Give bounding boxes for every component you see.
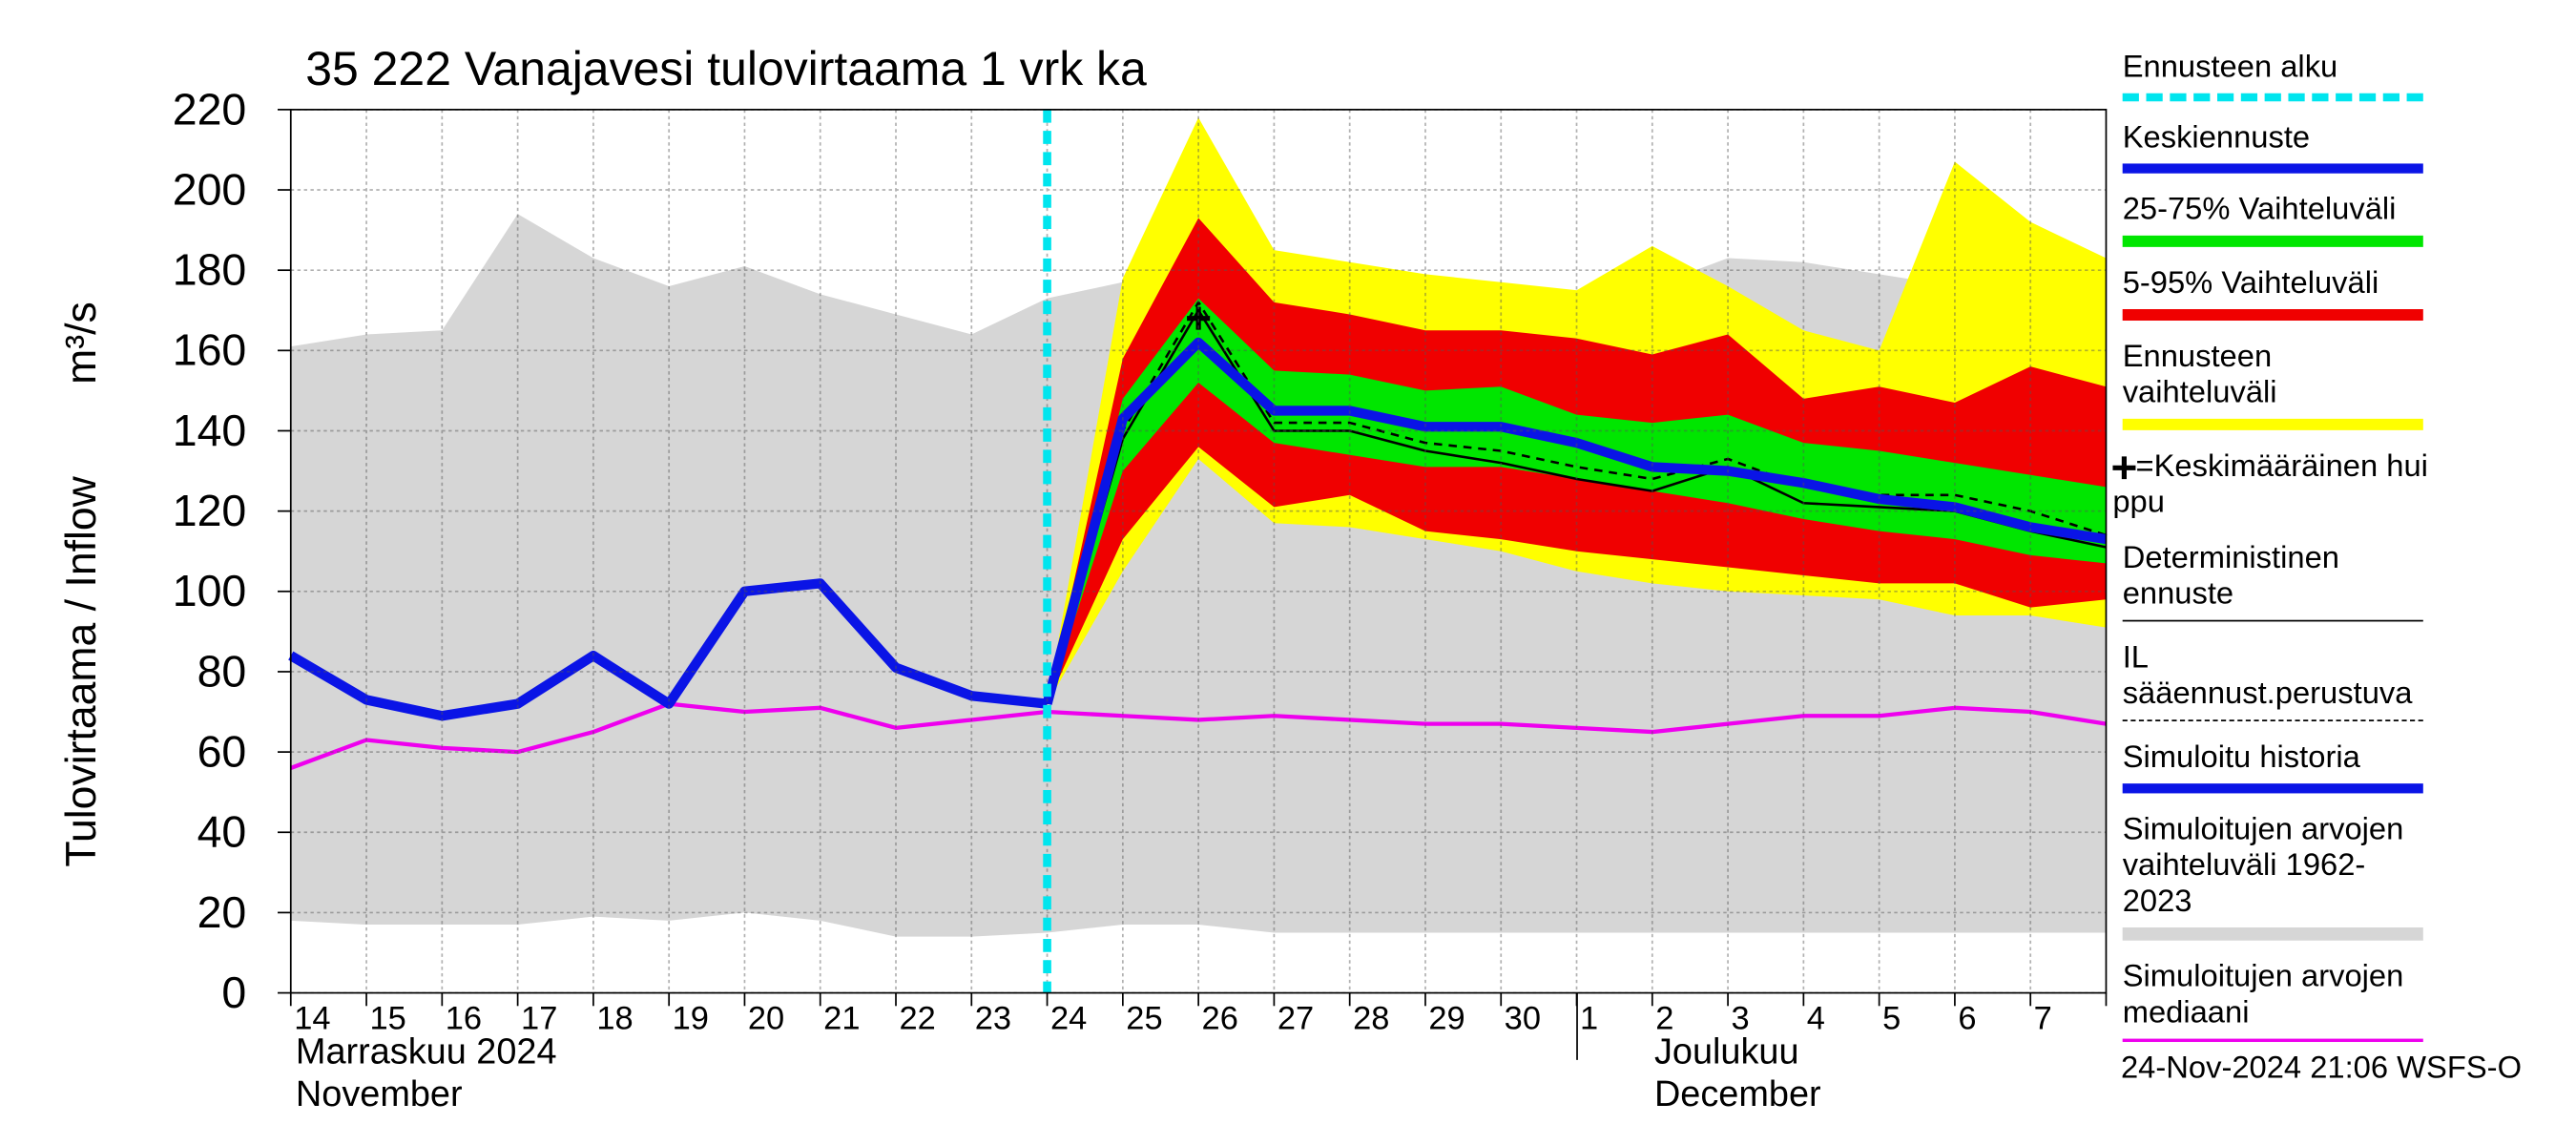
legend: Ennusteen alku Keskiennuste 25-75% Vaihtel… (2112, 51, 2428, 1061)
legend-item: Ennusteen alku (2122, 51, 2428, 102)
peak-marker (1187, 306, 1211, 330)
x-tick-label: 18 (596, 1000, 633, 1036)
x-tick-label: 6 (1958, 1000, 1976, 1036)
y-tick-label: 20 (197, 887, 247, 937)
month-label: Joulukuu (1654, 1031, 1799, 1072)
x-tick-label: 25 (1126, 1000, 1162, 1036)
legend-item: Simuloitujen arvojen mediaani (2122, 960, 2428, 1043)
y-tick-label: 0 (221, 968, 246, 1017)
x-tick-label: 27 (1278, 1000, 1314, 1036)
x-tick-label: 22 (899, 1000, 935, 1036)
x-tick-label: 17 (521, 1000, 557, 1036)
legend-label: Simuloitujen arvojen mediaani (2122, 960, 2404, 1031)
legend-label: Keskiennuste (2122, 120, 2311, 156)
legend-item: =Keskimääräinen huippu (2112, 449, 2428, 521)
plot-frame (289, 109, 2108, 994)
y-tick-label: 80 (197, 646, 247, 696)
y-tick-label: 100 (173, 566, 247, 615)
x-tick-label: 23 (975, 1000, 1011, 1036)
x-tick-label: 14 (294, 1000, 330, 1036)
x-tick-label: 16 (446, 1000, 482, 1036)
line (1046, 308, 2107, 704)
month-label: December (1654, 1074, 1821, 1114)
legend-swatch (2122, 719, 2423, 722)
y-tick-label: 120 (173, 486, 247, 535)
legend-swatch (2122, 93, 2423, 102)
legend-swatch (2122, 163, 2423, 174)
legend-label: 5-95% Vaihteluväli (2122, 266, 2379, 302)
x-tick-label: 21 (823, 1000, 860, 1036)
x-tick-label: 7 (2034, 1000, 2052, 1036)
x-tick-label: 20 (748, 1000, 784, 1036)
legend-swatch (2122, 619, 2423, 622)
legend-item: Simuloitujen arvojen vaihteluväli 1962-2… (2122, 813, 2428, 941)
legend-item: 25-75% Vaihteluväli (2122, 193, 2428, 247)
legend-item: Deterministinen ennuste (2122, 541, 2428, 622)
x-tick-label: 19 (673, 1000, 709, 1036)
y-axis-label: Tulovirtaama / Inflow (58, 475, 105, 866)
legend-symbol (2112, 456, 2136, 480)
legend-label: Ennusteen vaihteluväli (2122, 340, 2277, 411)
legend-label: Simuloitu historia (2122, 740, 2360, 776)
x-tick-label: 24 (1050, 1000, 1087, 1036)
y-tick-label: 60 (197, 727, 247, 777)
legend-item: Simuloitu historia (2122, 740, 2428, 794)
line (1046, 301, 2107, 704)
x-tick-label: 28 (1353, 1000, 1389, 1036)
legend-swatch (2122, 927, 2423, 941)
legend-swatch (2122, 418, 2423, 430)
footer: 24-Nov-2024 21:06 WSFS-O (2120, 1051, 2523, 1087)
legend-item: 5-95% Vaihteluväli (2122, 266, 2428, 322)
month-label: Marraskuu 2024 (296, 1031, 557, 1072)
y-tick-label: 40 (197, 807, 247, 857)
y-axis-unit: m³/s (58, 302, 105, 385)
y-tick-label: 220 (173, 84, 247, 134)
line (1042, 337, 2108, 705)
legend-item: IL sääennust.perustuva (2122, 641, 2428, 722)
x-tick-label: 26 (1202, 1000, 1238, 1036)
legend-swatch (2122, 783, 2423, 794)
line (288, 578, 1049, 721)
x-tick-label: 30 (1505, 1000, 1541, 1036)
legend-item: Ennusteen vaihteluväli (2122, 340, 2428, 430)
legend-swatch (2122, 235, 2423, 247)
x-tick-label: 5 (1882, 1000, 1901, 1036)
x-tick-label: 4 (1807, 1000, 1825, 1036)
legend-label: =Keskimääräinen huippu (2112, 449, 2428, 521)
x-tick-label: 3 (1732, 1000, 1750, 1036)
chart-title: 35 222 Vanajavesi tulovirtaama 1 vrk ka (305, 42, 1147, 95)
legend-swatch (2122, 1038, 2423, 1043)
legend-label: Deterministinen ennuste (2122, 541, 2339, 613)
legend-item: Keskiennuste (2122, 120, 2428, 174)
band (1047, 298, 2107, 704)
legend-label: Ennusteen alku (2122, 51, 2338, 86)
x-tick-label: 1 (1580, 1000, 1598, 1036)
y-tick-label: 180 (173, 245, 247, 295)
legend-label: Simuloitujen arvojen vaihteluväli 1962-2… (2122, 813, 2404, 920)
y-tick-label: 140 (173, 406, 247, 455)
line (290, 701, 2107, 770)
legend-label: 25-75% Vaihteluväli (2122, 193, 2397, 228)
x-tick-label: 29 (1428, 1000, 1465, 1036)
y-tick-label: 160 (173, 325, 247, 375)
month-label: November (296, 1074, 463, 1114)
legend-swatch (2122, 309, 2423, 322)
legend-label: IL sääennust.perustuva (2122, 641, 2413, 712)
y-tick-label: 200 (173, 165, 247, 215)
x-tick-label: 2 (1655, 1000, 1673, 1036)
x-tick-label: 15 (369, 1000, 405, 1036)
